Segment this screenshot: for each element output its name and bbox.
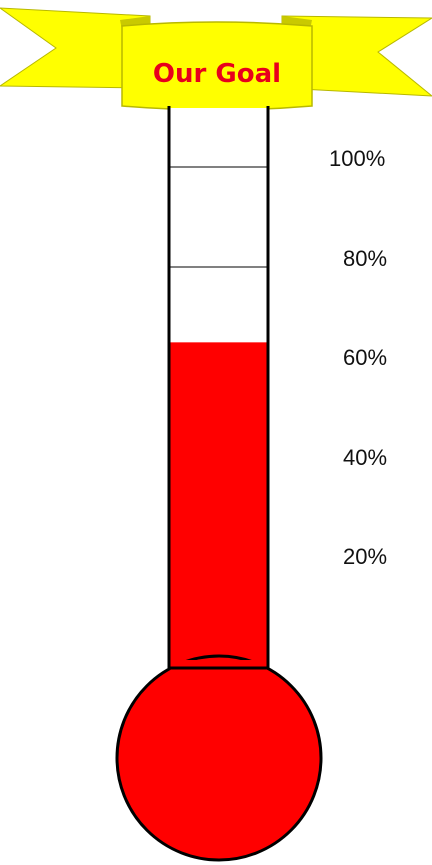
banner-right-tail bbox=[281, 15, 432, 97]
thermometer-fill bbox=[169, 342, 268, 668]
banner-left-tail bbox=[0, 7, 151, 89]
tube-ticks bbox=[169, 166, 268, 268]
scale-label-100: 100% bbox=[329, 146, 385, 171]
scale-label-60: 60% bbox=[343, 345, 387, 370]
goal-banner: Our Goal bbox=[0, 7, 432, 111]
bulb-neck bbox=[170, 660, 267, 672]
banner-title: Our Goal bbox=[153, 59, 281, 89]
scale-labels: 100% 80% 60% 40% 20% bbox=[329, 146, 387, 569]
scale-label-40: 40% bbox=[343, 445, 387, 470]
thermometer-bulb bbox=[115, 654, 323, 862]
scale-label-20: 20% bbox=[343, 544, 387, 569]
scale-label-80: 80% bbox=[343, 246, 387, 271]
